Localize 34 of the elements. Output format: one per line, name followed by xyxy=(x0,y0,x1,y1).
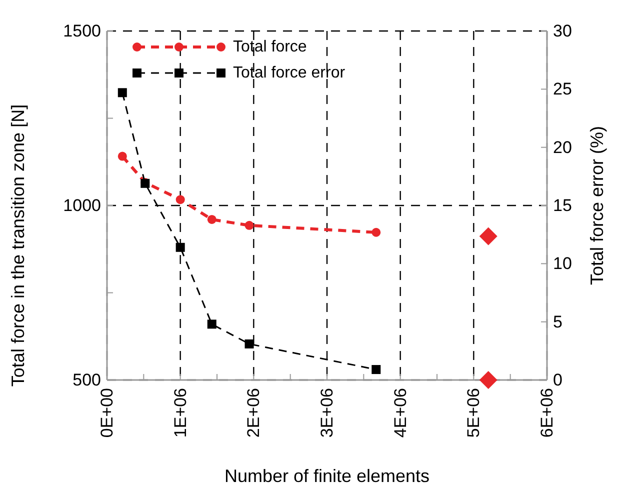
point xyxy=(118,152,127,161)
x-tick-label: 0E+00 xyxy=(98,388,116,438)
y2-axis-title: Total force error (%) xyxy=(587,126,607,286)
y-tick-label: 500 xyxy=(72,370,101,390)
y2-tick-label: 20 xyxy=(553,138,572,157)
point xyxy=(244,220,254,230)
x-tick-label: 3E+06 xyxy=(318,388,336,438)
point xyxy=(207,320,216,329)
point xyxy=(479,227,498,246)
x-tick-label: 5E+06 xyxy=(464,388,484,438)
legend-label: Total force xyxy=(233,38,307,56)
point xyxy=(479,371,498,389)
x-axis-title: Number of finite elements xyxy=(224,466,430,486)
point xyxy=(176,195,185,204)
y-axis-title: Total force in the transition zone [N] xyxy=(8,104,28,387)
point xyxy=(372,228,381,237)
y2-tick-label: 15 xyxy=(553,196,572,215)
point xyxy=(372,365,381,374)
y2-tick-label: 30 xyxy=(553,22,572,40)
y-tick-label: 1000 xyxy=(63,196,101,215)
point xyxy=(244,339,254,348)
x-tick-label: 1E+06 xyxy=(170,388,190,438)
point xyxy=(118,88,127,98)
x-tick-label: 2E+06 xyxy=(244,388,264,438)
y-tick-label: 1500 xyxy=(63,22,101,40)
y2-tick-label: 10 xyxy=(553,254,572,274)
y2-tick-label: 0 xyxy=(553,370,562,390)
x-tick-label: 4E+06 xyxy=(390,388,410,438)
point xyxy=(207,214,216,224)
legend-label: Total force error xyxy=(233,64,346,82)
x-tick-label: 6E+06 xyxy=(538,388,556,438)
point xyxy=(176,242,185,252)
y2-tick-label: 5 xyxy=(553,312,562,332)
y2-tick-label: 25 xyxy=(553,80,572,99)
